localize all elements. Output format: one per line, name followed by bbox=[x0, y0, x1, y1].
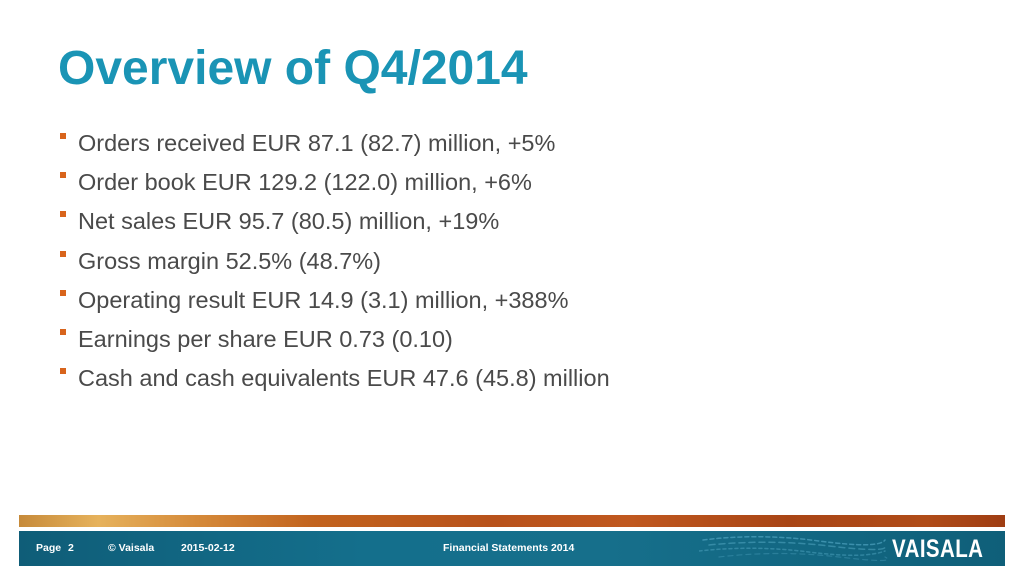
page-number: 2 bbox=[68, 542, 74, 554]
bullet-text: Orders received EUR 87.1 (82.7) million,… bbox=[78, 130, 556, 156]
bullet-item: Cash and cash equivalents EUR 47.6 (45.8… bbox=[58, 359, 610, 398]
bullet-item: Earnings per share EUR 0.73 (0.10) bbox=[58, 320, 610, 359]
bullet-item: Net sales EUR 95.7 (80.5) million, +19% bbox=[58, 202, 610, 241]
copyright-text: © Vaisala bbox=[108, 542, 155, 554]
square-bullet-icon bbox=[60, 250, 66, 257]
bullet-text: Order book EUR 129.2 (122.0) million, +6… bbox=[78, 169, 532, 196]
square-bullet-icon bbox=[60, 368, 66, 375]
decorative-swoosh-icon bbox=[699, 535, 889, 562]
square-bullet-icon bbox=[60, 211, 66, 218]
bullet-item: Gross margin 52.5% (48.7%) bbox=[58, 242, 610, 281]
bullet-text: Net sales EUR 95.7 (80.5) million, +19% bbox=[78, 208, 500, 235]
bullet-text: Cash and cash equivalents EUR 47.6 (45.8… bbox=[78, 365, 610, 392]
footer-bar: Page 2 © Vaisala 2015-02-12 Financial St… bbox=[19, 531, 1005, 566]
bullet-text: Operating result EUR 14.9 (3.1) million,… bbox=[78, 286, 569, 313]
page-label: Page bbox=[36, 542, 62, 554]
document-title: Financial Statements 2014 bbox=[443, 542, 575, 554]
square-bullet-icon bbox=[60, 172, 66, 179]
bullet-item: Orders received EUR 87.1 (82.7) million,… bbox=[58, 124, 610, 163]
bullet-text: Earnings per share EUR 0.73 (0.10) bbox=[78, 325, 453, 352]
square-bullet-icon bbox=[60, 328, 66, 335]
bullet-text: Gross margin 52.5% (48.7%) bbox=[78, 247, 382, 274]
footer-date: 2015-02-12 bbox=[181, 542, 235, 554]
slide-title: Overview of Q4/2014 bbox=[58, 42, 528, 95]
square-bullet-icon bbox=[60, 133, 66, 139]
bullet-item: Operating result EUR 14.9 (3.1) million,… bbox=[58, 281, 610, 320]
square-bullet-icon bbox=[60, 289, 66, 296]
accent-stripe bbox=[19, 515, 1005, 527]
vaisala-logo: VAISALA bbox=[891, 535, 983, 563]
bullet-list: Orders received EUR 87.1 (82.7) million,… bbox=[58, 124, 610, 398]
bullet-item: Order book EUR 129.2 (122.0) million, +6… bbox=[58, 163, 610, 202]
